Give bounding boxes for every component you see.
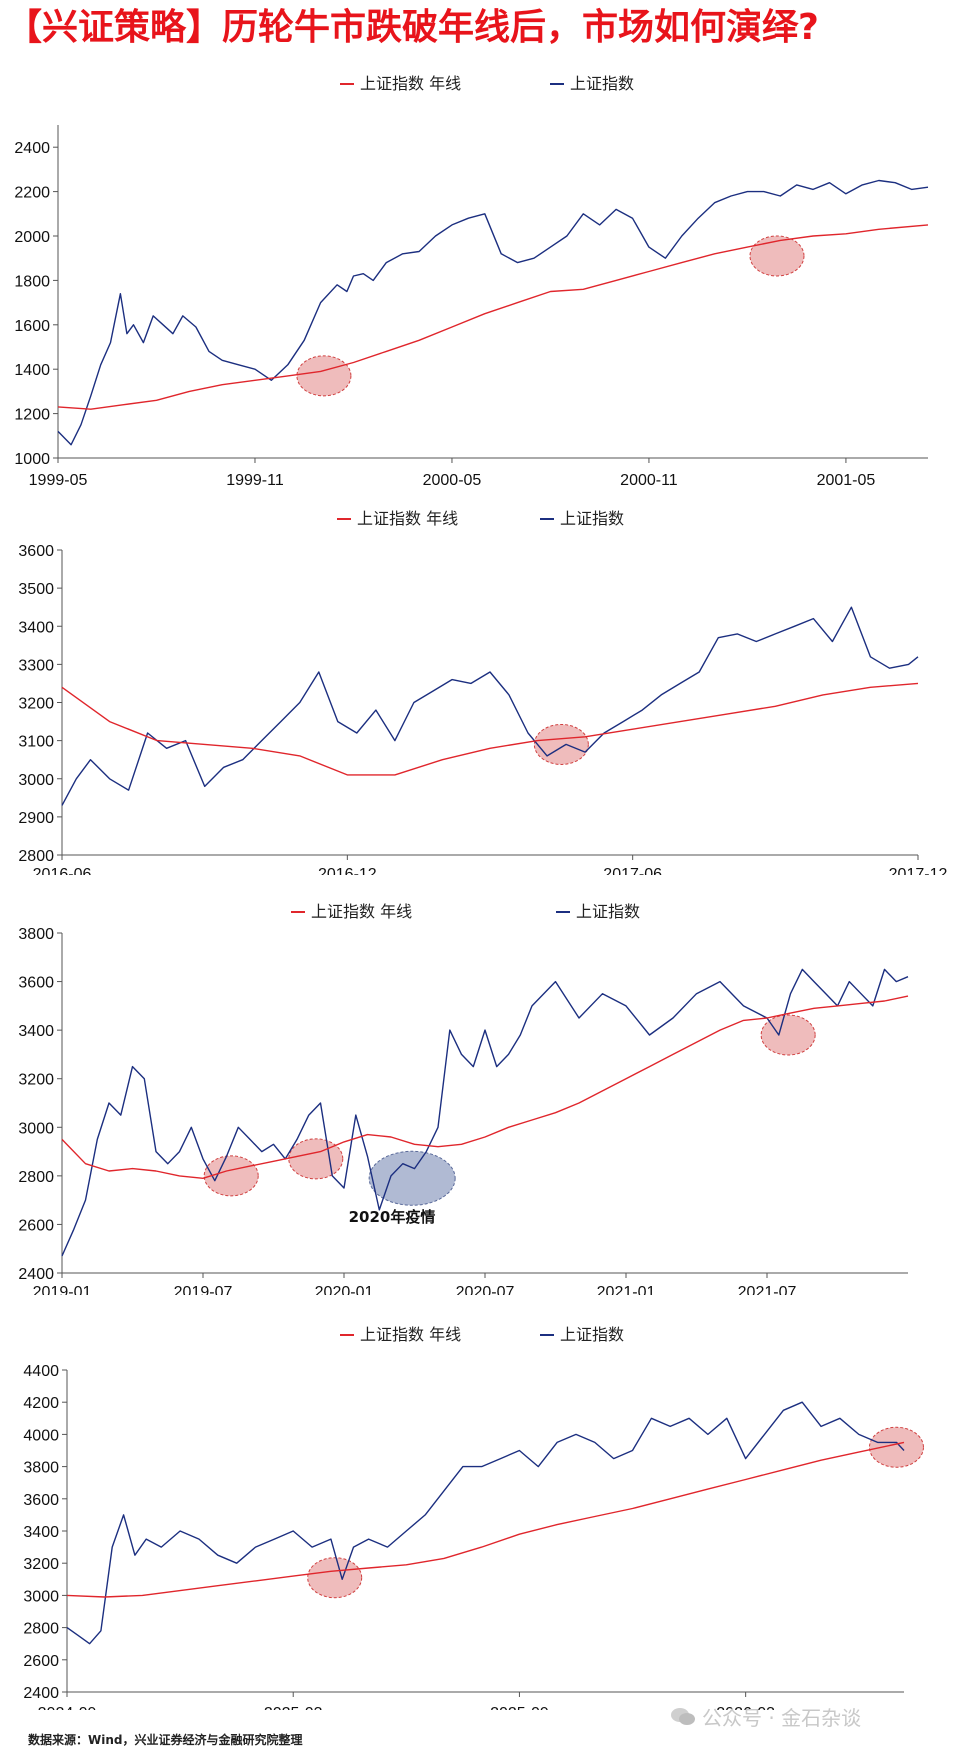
legend-entry: 上证指数 年线 [360,74,461,93]
y-tick-label: 2400 [18,1266,54,1283]
legend-entry: 上证指数 年线 [357,509,458,528]
legend-entry: 上证指数 [560,509,624,528]
y-tick-label: 2800 [18,848,54,865]
y-tick-label: 1600 [14,318,50,335]
legend-entry: 上证指数 [576,902,640,921]
y-tick-label: 3800 [23,1460,59,1477]
watermark: 公众号 · 金石杂谈 [670,1702,861,1731]
legend-entry: 上证指数 [570,74,634,93]
wechat-icon [671,1707,695,1725]
x-tick-label: 2001-05 [817,472,876,489]
x-tick-label: 2016-06 [33,866,92,875]
y-tick-label: 2900 [18,810,54,827]
y-tick-label: 3500 [18,581,54,598]
y-tick-label: 3300 [18,657,54,674]
series-line-ma [66,1441,905,1598]
y-tick-label: 2600 [23,1653,59,1670]
y-tick-label: 3100 [18,734,54,751]
y-tick-label: 3200 [18,696,54,713]
legend-entry: 上证指数 年线 [311,902,412,921]
y-tick-label: 1000 [14,451,50,468]
red-highlight-ellipse [296,355,352,397]
y-tick-label: 3000 [23,1588,59,1605]
x-tick-label: 2019-07 [174,1284,233,1295]
x-tick-label: 2026-03 [716,1705,775,1710]
series-line-index [57,179,929,446]
y-tick-label: 1800 [14,273,50,290]
y-tick-label: 3400 [18,1023,54,1040]
chart-2019-2021: 2400 2600 2800 3000 3200 3400 3600 3800 2019-01 2… [18,902,909,1295]
y-tick-label: 2800 [23,1621,59,1638]
red-highlight-ellipse [288,1138,344,1180]
y-tick-label: 3600 [23,1492,59,1509]
series-line-index [66,1401,905,1645]
x-tick-label: 2020-01 [315,1284,374,1295]
x-tick-label: 2000-11 [620,472,678,489]
red-highlight-ellipse [868,1426,924,1468]
y-tick-label: 2600 [18,1217,54,1234]
y-tick-label: 1200 [14,407,50,424]
red-highlight-ellipse [203,1155,259,1197]
chart-annotation: 2020年疫情 [349,1208,436,1226]
series-line-index [61,968,909,1257]
series-line-ma [57,224,929,410]
y-tick-label: 1400 [14,362,50,379]
x-tick-label: 2025-09 [490,1705,549,1710]
red-highlight-ellipse [307,1557,363,1599]
chart-2024-2026: 2400 2600 2800 3000 3200 3400 3600 3800 4000 4200… [23,1325,924,1710]
x-tick-label: 2017-06 [603,866,662,875]
y-tick-label: 3200 [23,1556,59,1573]
y-tick-label: 3600 [18,975,54,992]
y-tick-label: 3200 [18,1072,54,1089]
y-tick-label: 3000 [18,1120,54,1137]
watermark-text: 公众号 · 金石杂谈 [702,1706,862,1730]
x-tick-label: 2016-12 [318,866,377,875]
x-tick-label: 2000-05 [423,472,482,489]
y-tick-label: 2800 [18,1169,54,1186]
red-highlight-ellipse [533,723,589,765]
series-line-ma [61,995,909,1179]
x-tick-label: 2021-07 [738,1284,797,1295]
y-tick-label: 2000 [14,229,50,246]
x-tick-label: 2020-07 [456,1284,515,1295]
series-line-ma [61,682,919,776]
red-highlight-ellipse [760,1014,816,1056]
chart-1999-2001: 1000 1200 1400 1600 1800 2000 2200 2400 1999-05 1… [14,74,929,489]
x-tick-label: 2019-01 [33,1284,92,1295]
x-tick-label: 2021-01 [597,1284,656,1295]
legend-entry: 上证指数 年线 [360,1325,461,1344]
y-tick-label: 2400 [14,140,50,157]
x-tick-label: 2024-09 [38,1705,97,1710]
y-tick-label: 3800 [18,926,54,943]
series-line-index [61,606,919,806]
legend-entry: 上证指数 [560,1325,624,1344]
x-tick-label: 2025-03 [264,1705,323,1710]
y-tick-label: 3400 [23,1524,59,1541]
y-tick-label: 4000 [23,1427,59,1444]
x-tick-label: 1999-05 [29,472,88,489]
x-tick-label: 1999-11 [226,472,284,489]
x-tick-label: 2017-12 [889,866,948,875]
page-title: 【兴证策略】历轮牛市跌破年线后，市场如何演绎? [6,7,819,48]
y-tick-label: 4200 [23,1395,59,1412]
y-tick-label: 3000 [18,772,54,789]
y-tick-label: 3400 [18,619,54,636]
y-tick-label: 2400 [23,1685,59,1702]
y-tick-label: 3600 [18,543,54,560]
y-tick-label: 2200 [14,185,50,202]
data-source-note: 数据来源：Wind，兴业证券经济与金融研究院整理 [28,1733,303,1747]
chart-2016-2017: 2800 2900 3000 3100 3200 3300 3400 3500 3600 2016… [18,509,948,875]
red-highlight-ellipse [749,235,805,277]
blue-highlight-ellipse [368,1150,456,1206]
y-tick-label: 4400 [23,1363,59,1380]
